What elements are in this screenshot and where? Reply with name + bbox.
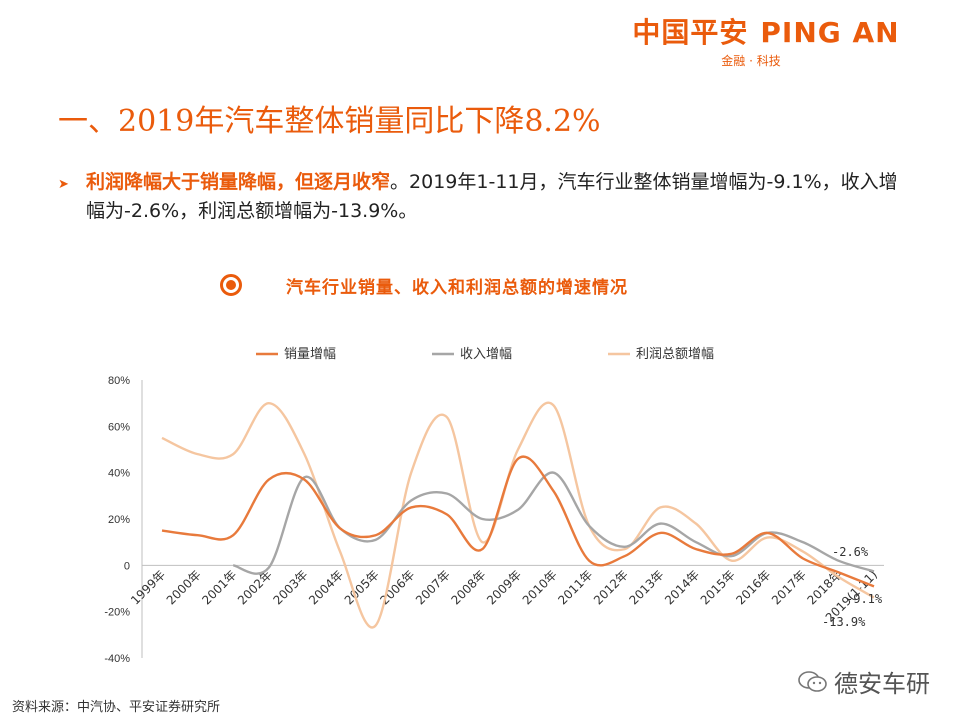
x-tick-label: 2015年 (698, 568, 738, 608)
x-tick-label: 2014年 (662, 568, 702, 608)
logo-cn-text: 中国平安 (632, 16, 749, 49)
x-tick-label: 2008年 (449, 568, 489, 608)
bullet-body: 。2019年1-11月，汽车行业整体销量增幅为-9.1%，收入增幅为-2.6%，… (86, 171, 898, 222)
bullet-text: 利润降幅大于销量降幅，但逐月收窄。2019年1-11月，汽车行业整体销量增幅为-… (86, 168, 898, 226)
x-tick-label: 2003年 (271, 568, 311, 608)
x-tick-label: 2009年 (484, 568, 524, 608)
y-tick-label: -40% (104, 653, 130, 665)
legend-label-1: 收入增幅 (460, 347, 512, 362)
pingan-logo: 中国平安 PING AN 金融 · 科技 (630, 16, 902, 69)
source-note: 资料来源：中汽协、平安证券研究所 (12, 700, 221, 715)
x-tick-label: 2010年 (520, 568, 560, 608)
page-title: 一、2019年汽车整体销量同比下降8.2% (58, 104, 601, 139)
section-header: 汽车行业销量、收入和利润总额的增速情况 (220, 268, 628, 302)
watermark-text: 德安车研 (834, 670, 930, 698)
y-tick-label: -20% (104, 607, 130, 619)
x-tick-label: 2004年 (306, 568, 346, 608)
logo-en-text: PING AN (760, 16, 900, 49)
chevron-right-icon: ➤ (58, 177, 69, 192)
x-tick-label: 2012年 (591, 568, 631, 608)
x-tick-label: 2001年 (199, 568, 239, 608)
y-tick-label: 0 (124, 560, 130, 572)
data-label-2: -13.9% (822, 615, 866, 629)
data-label-0: -9.1% (846, 592, 883, 606)
bullet-paragraph: ➤ 利润降幅大于销量降幅，但逐月收窄。2019年1-11月，汽车行业整体销量增幅… (58, 168, 898, 226)
section-title: 汽车行业销量、收入和利润总额的增速情况 (286, 277, 628, 298)
y-tick-label: 80% (108, 375, 130, 387)
legend-label-2: 利润总额增幅 (636, 347, 714, 362)
x-tick-label: 2013年 (627, 568, 667, 608)
logo-slogan: 金融 · 科技 (721, 54, 781, 68)
series-line-2 (161, 401, 875, 629)
x-tick-label: 2011年 (555, 568, 595, 608)
x-tick-label: 1999年 (128, 568, 168, 608)
wechat-icon (798, 670, 827, 692)
y-tick-label: 60% (108, 421, 130, 433)
target-icon (220, 274, 242, 296)
x-tick-label: 2007年 (413, 568, 453, 608)
watermark: 德安车研 (798, 664, 930, 699)
growth-line-chart: -40%-20%020%40%60%80%1999年2000年2001年2002… (104, 347, 884, 665)
legend-label-0: 销量增幅 (284, 347, 336, 362)
bullet-highlight: 利润降幅大于销量降幅，但逐月收窄 (86, 171, 391, 193)
series-line-0 (161, 455, 875, 588)
x-tick-label: 2017年 (769, 568, 809, 608)
x-tick-label: 2000年 (164, 568, 204, 608)
x-tick-label: 2016年 (733, 568, 773, 608)
data-label-1: -2.6% (832, 545, 869, 559)
y-tick-label: 20% (108, 514, 130, 526)
y-tick-label: 40% (108, 468, 130, 480)
